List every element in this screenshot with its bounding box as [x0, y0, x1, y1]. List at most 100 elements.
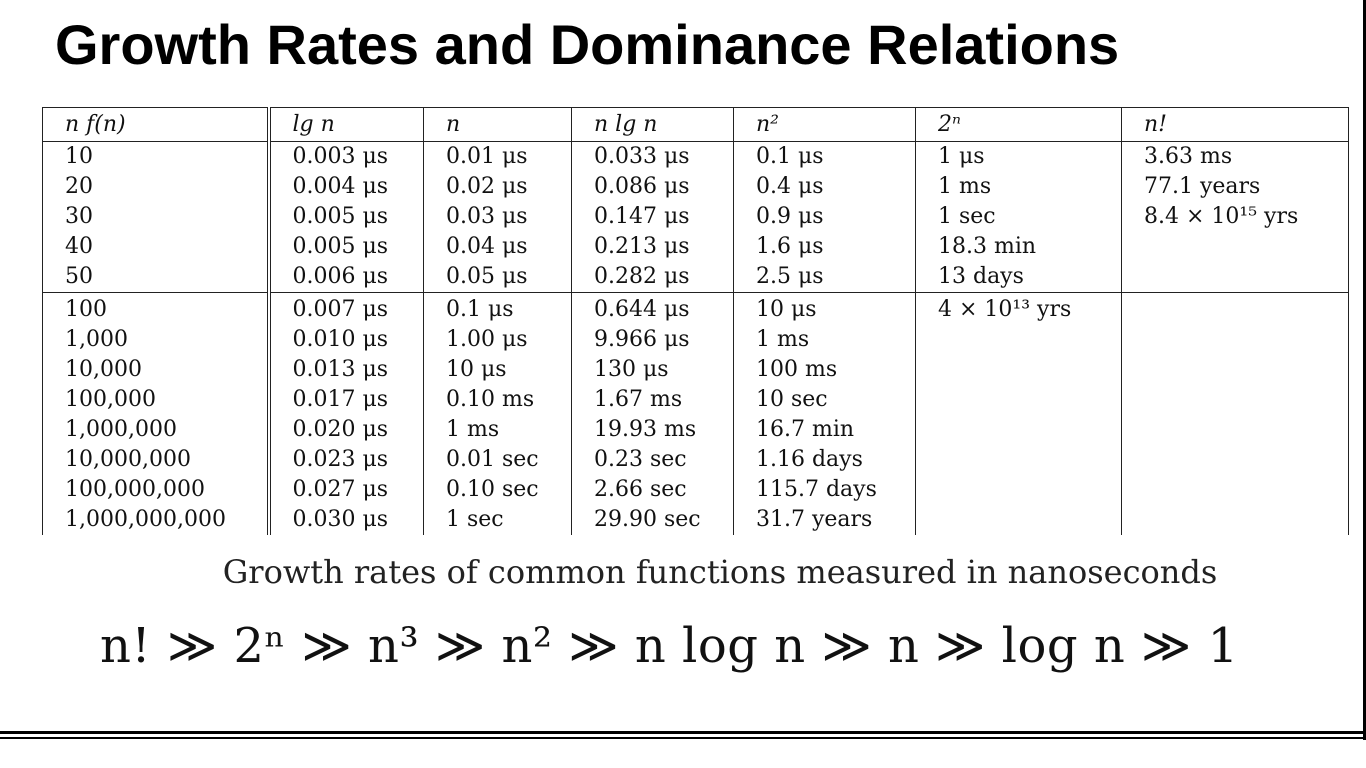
cell-2-to-n-time: 18.3 min — [915, 232, 1122, 262]
cell-2-to-n-time — [915, 385, 1122, 415]
slide-title: Growth Rates and Dominance Relations — [55, 13, 1120, 76]
cell-lg-n-time: 0.004 μs — [268, 172, 424, 202]
cell-n-value: 10,000 — [42, 355, 271, 385]
cell-n-value: 1,000,000 — [42, 415, 271, 445]
cell-n-squared-time: 100 ms — [733, 355, 916, 385]
cell-n-squared-time: 1.6 μs — [733, 232, 916, 262]
cell-n-value: 100,000 — [42, 385, 271, 415]
cell-n-squared-time: 10 sec — [733, 385, 916, 415]
cell-2-to-n-time — [915, 415, 1122, 445]
table-row: 100,000,000 0.027 μs 0.10 sec 2.66 sec 115.7… — [42, 475, 1349, 505]
cell-n-lg-n-time: 0.213 μs — [571, 232, 734, 262]
cell-n-lg-n-time: 0.086 μs — [571, 172, 734, 202]
table-body: 10 0.003 μs 0.01 μs 0.033 μs 0.1 μs 1 μs 3.63 … — [42, 141, 1349, 535]
cell-n-squared-time: 31.7 years — [733, 505, 916, 535]
cell-n-factorial-time — [1121, 415, 1349, 445]
header-n-squared: n² — [733, 107, 916, 142]
cell-2-to-n-time — [915, 355, 1122, 385]
cell-2-to-n-time: 1 sec — [915, 202, 1122, 232]
cell-n-lg-n-time: 2.66 sec — [571, 475, 734, 505]
cell-n-time: 1.00 μs — [423, 325, 572, 355]
slide-right-edge — [1363, 0, 1366, 740]
cell-n-time: 0.01 sec — [423, 445, 572, 475]
cell-lg-n-time: 0.020 μs — [268, 415, 424, 445]
cell-n-factorial-time — [1121, 232, 1349, 262]
cell-n-value: 50 — [42, 262, 271, 293]
table-row: 10 0.003 μs 0.01 μs 0.033 μs 0.1 μs 1 μs 3.63 … — [42, 141, 1349, 172]
cell-n-factorial-time: 8.4 × 10¹⁵ yrs — [1121, 202, 1349, 232]
cell-n-lg-n-time: 0.033 μs — [571, 141, 734, 172]
cell-lg-n-time: 0.017 μs — [268, 385, 424, 415]
cell-n-lg-n-time: 0.147 μs — [571, 202, 734, 232]
cell-n-lg-n-time: 1.67 ms — [571, 385, 734, 415]
cell-n-lg-n-time: 0.282 μs — [571, 262, 734, 293]
footer-rule-top — [0, 731, 1366, 734]
cell-n-value: 10,000,000 — [42, 445, 271, 475]
cell-n-squared-time: 2.5 μs — [733, 262, 916, 293]
cell-n-lg-n-time: 130 μs — [571, 355, 734, 385]
cell-n-factorial-time — [1121, 385, 1349, 415]
cell-n-factorial-time — [1121, 475, 1349, 505]
table-row: 1,000,000,000 0.030 μs 1 sec 29.90 sec 31.7 … — [42, 505, 1349, 535]
cell-n-value: 30 — [42, 202, 271, 232]
table-row: 30 0.005 μs 0.03 μs 0.147 μs 0.9 μs 1 sec 8.4 … — [42, 202, 1349, 232]
footer-rule-bottom — [0, 737, 1366, 739]
cell-n-squared-time: 10 μs — [733, 292, 916, 325]
cell-n-factorial-time — [1121, 262, 1349, 293]
table-caption: Growth rates of common functions measure… — [222, 553, 1218, 591]
cell-2-to-n-time: 1 ms — [915, 172, 1122, 202]
cell-n-lg-n-time: 0.644 μs — [571, 292, 734, 325]
cell-2-to-n-time — [915, 325, 1122, 355]
table-row: 40 0.005 μs 0.04 μs 0.213 μs 1.6 μs 18.3 min — [42, 232, 1349, 262]
cell-2-to-n-time — [915, 505, 1122, 535]
cell-n-squared-time: 1 ms — [733, 325, 916, 355]
cell-n-time: 0.02 μs — [423, 172, 572, 202]
header-n-fn: n f(n) — [42, 107, 271, 142]
cell-n-squared-time: 1.16 days — [733, 445, 916, 475]
cell-lg-n-time: 0.010 μs — [268, 325, 424, 355]
table-row: 1,000 0.010 μs 1.00 μs 9.966 μs 1 ms — [42, 325, 1349, 355]
cell-2-to-n-time — [915, 475, 1122, 505]
cell-n-time: 0.05 μs — [423, 262, 572, 293]
cell-n-lg-n-time: 9.966 μs — [571, 325, 734, 355]
cell-n-lg-n-time: 0.23 sec — [571, 445, 734, 475]
cell-n-factorial-time — [1121, 355, 1349, 385]
cell-lg-n-time: 0.005 μs — [268, 232, 424, 262]
cell-n-time: 1 sec — [423, 505, 572, 535]
table-row: 10,000 0.013 μs 10 μs 130 μs 100 ms — [42, 355, 1349, 385]
cell-n-lg-n-time: 29.90 sec — [571, 505, 734, 535]
cell-lg-n-time: 0.013 μs — [268, 355, 424, 385]
cell-2-to-n-time: 4 × 10¹³ yrs — [915, 292, 1122, 325]
cell-n-factorial-time — [1121, 445, 1349, 475]
cell-2-to-n-time: 1 μs — [915, 141, 1122, 172]
cell-n-time: 0.03 μs — [423, 202, 572, 232]
cell-n-lg-n-time: 19.93 ms — [571, 415, 734, 445]
cell-n-factorial-time — [1121, 325, 1349, 355]
header-n: n — [423, 107, 572, 142]
cell-lg-n-time: 0.005 μs — [268, 202, 424, 232]
table-row: 1,000,000 0.020 μs 1 ms 19.93 ms 16.7 min — [42, 415, 1349, 445]
cell-n-time: 0.01 μs — [423, 141, 572, 172]
cell-n-value: 1,000,000,000 — [42, 505, 271, 535]
table-row: 10,000,000 0.023 μs 0.01 sec 0.23 sec 1.16 d… — [42, 445, 1349, 475]
cell-n-squared-time: 0.9 μs — [733, 202, 916, 232]
cell-n-value: 100,000,000 — [42, 475, 271, 505]
table-row: 100 0.007 μs 0.1 μs 0.644 μs 10 μs 4 × 10¹³ y… — [42, 292, 1349, 325]
table-row: 100,000 0.017 μs 0.10 ms 1.67 ms 10 sec — [42, 385, 1349, 415]
cell-lg-n-time: 0.007 μs — [268, 292, 424, 325]
cell-lg-n-time: 0.030 μs — [268, 505, 424, 535]
table-header-row: n f(n) lg n n n lg n n² 2ⁿ n! — [42, 107, 1349, 142]
cell-2-to-n-time: 13 days — [915, 262, 1122, 293]
cell-n-time: 0.04 μs — [423, 232, 572, 262]
cell-n-squared-time: 0.1 μs — [733, 141, 916, 172]
cell-n-squared-time: 0.4 μs — [733, 172, 916, 202]
header-2-to-n: 2ⁿ — [915, 107, 1122, 142]
cell-n-squared-time: 16.7 min — [733, 415, 916, 445]
cell-n-time: 0.1 μs — [423, 292, 572, 325]
cell-2-to-n-time — [915, 445, 1122, 475]
table-row: 20 0.004 μs 0.02 μs 0.086 μs 0.4 μs 1 ms 77.1 … — [42, 172, 1349, 202]
cell-lg-n-time: 0.003 μs — [268, 141, 424, 172]
cell-n-time: 0.10 sec — [423, 475, 572, 505]
header-lg-n: lg n — [268, 107, 424, 142]
cell-n-time: 10 μs — [423, 355, 572, 385]
